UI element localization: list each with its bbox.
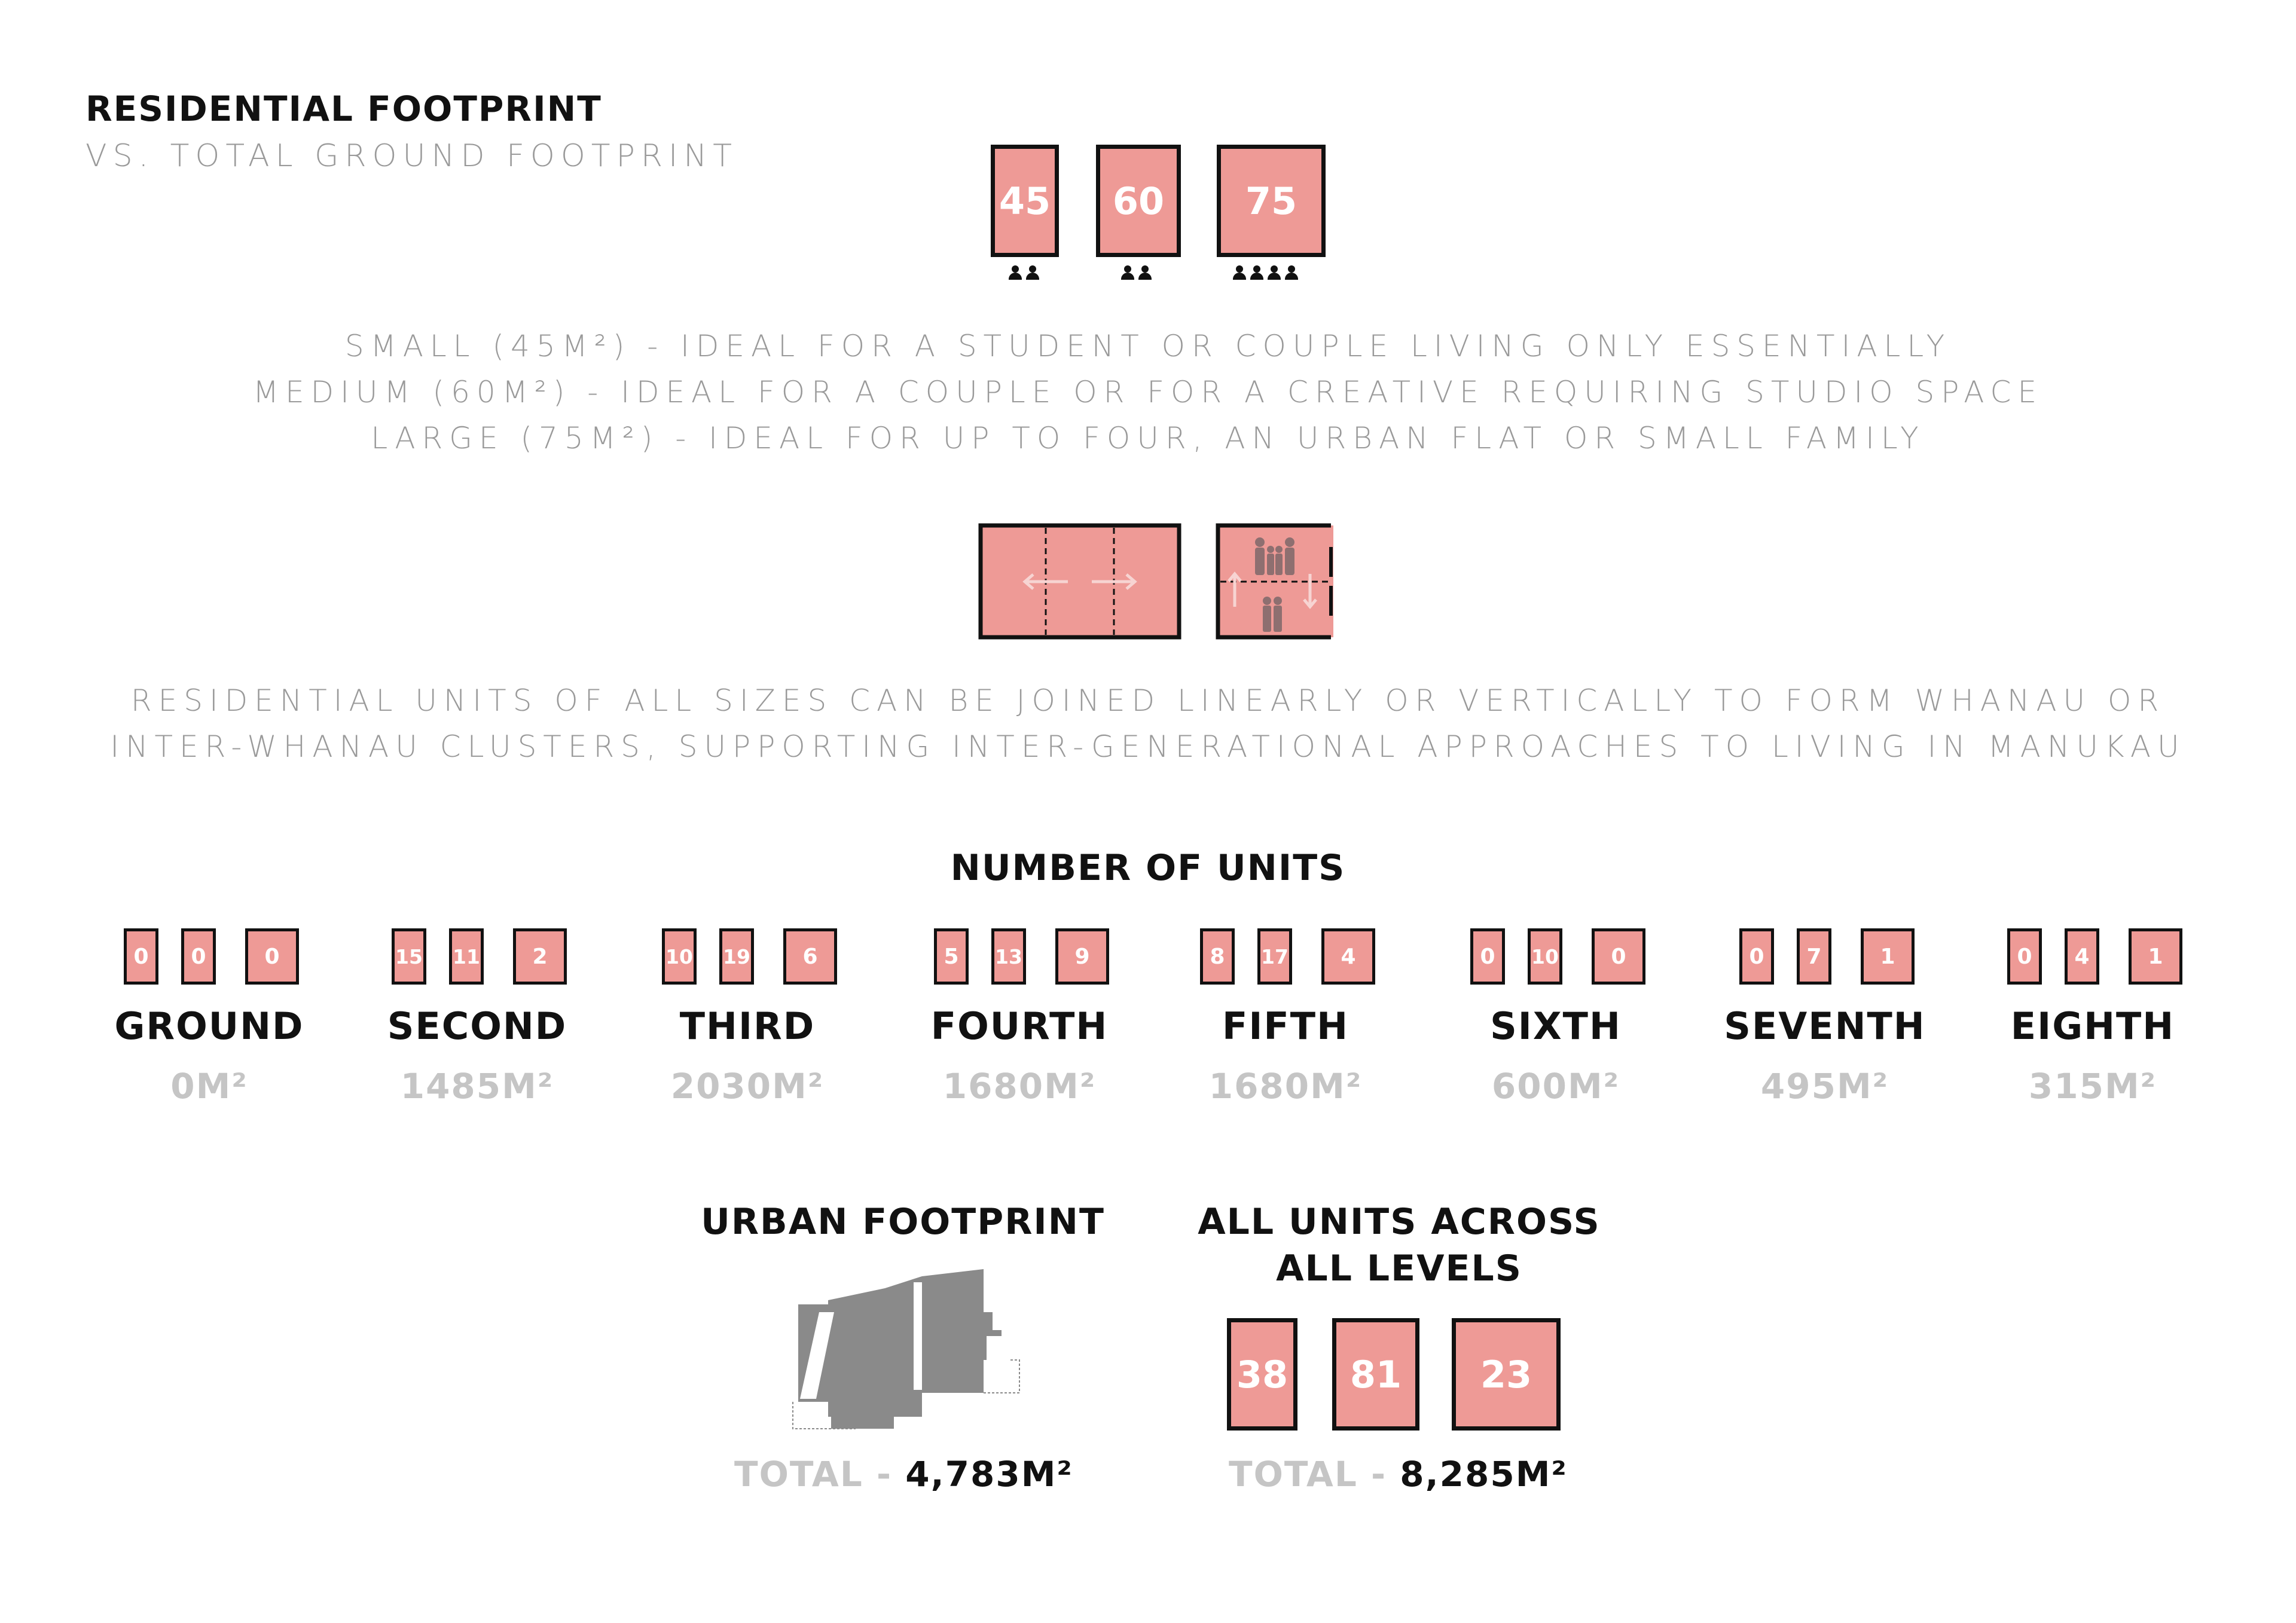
level-unit-count: 0 [181, 928, 216, 985]
urban-total-label: TOTAL - [734, 1454, 906, 1494]
level-unit-count: 10 [1528, 928, 1562, 985]
page-title: RESIDENTIAL FOOTPRINT [86, 88, 602, 129]
unit-type-large: 75 [1217, 145, 1326, 257]
all-units-medium: 81 [1332, 1318, 1419, 1431]
urban-total-value: 4,783M² [905, 1454, 1073, 1494]
all-units-large: 23 [1452, 1318, 1561, 1431]
level-unit-count: 4 [1321, 928, 1375, 985]
level-unit-count: 2 [513, 928, 567, 985]
urban-footprint-title: URBAN FOOTPRINT [701, 1201, 1105, 1243]
urban-total: TOTAL - 4,783M² [734, 1454, 1073, 1494]
level-area: 2030M² [670, 1066, 825, 1107]
level-area: 495M² [1760, 1066, 1889, 1107]
level-unit-count: 6 [783, 928, 837, 985]
level-area: 1485M² [400, 1066, 554, 1107]
all-units-title-line-1: ALL UNITS ACROSS [1198, 1201, 1601, 1243]
level-name: GROUND [114, 1004, 304, 1048]
level-unit-count: 0 [1739, 928, 1774, 985]
all-units-small: 38 [1227, 1318, 1297, 1431]
all-units-title-line-2: ALL LEVELS [1276, 1248, 1522, 1289]
all-units-total-value: 8,285M² [1400, 1454, 1568, 1494]
units-section-title: NUMBER OF UNITS [950, 847, 1346, 889]
level-unit-count: 1 [1861, 928, 1915, 985]
level-unit-count: 1 [2129, 928, 2182, 985]
level-unit-count: 9 [1055, 928, 1109, 985]
unit-type-small: 45 [991, 145, 1059, 257]
level-unit-count: 11 [449, 928, 484, 985]
level-name: SIXTH [1490, 1004, 1622, 1048]
level-unit-count: 0 [245, 928, 299, 985]
level-area: 315M² [2028, 1066, 2157, 1107]
unit-type-medium: 60 [1096, 145, 1181, 257]
level-unit-count: 0 [2007, 928, 2042, 985]
level-unit-count: 13 [991, 928, 1026, 985]
occupants-medium-icon [1121, 265, 1152, 280]
level-area: 1680M² [1208, 1066, 1363, 1107]
cluster-text-line-1: RESIDENTIAL UNITS OF ALL SIZES CAN BE JO… [130, 683, 2166, 718]
linear-cluster-diagram [978, 523, 1181, 640]
level-name: SEVENTH [1724, 1004, 1926, 1048]
description-small: SMALL (45M²) - IDEAL FOR A STUDENT OR CO… [344, 329, 1952, 363]
level-unit-count: 5 [934, 928, 969, 985]
page-subtitle: VS. TOTAL GROUND FOOTPRINT [86, 138, 738, 174]
level-name: FOURTH [930, 1004, 1109, 1048]
level-unit-count: 4 [2065, 928, 2099, 985]
description-medium: MEDIUM (60M²) - IDEAL FOR A COUPLE OR FO… [252, 375, 2044, 409]
level-name: SECOND [387, 1004, 567, 1048]
level-unit-count: 0 [124, 928, 158, 985]
level-unit-count: 15 [392, 928, 426, 985]
level-unit-count: 10 [662, 928, 697, 985]
cluster-text-line-2: INTER-WHANAU CLUSTERS, SUPPORTING INTER-… [110, 729, 2186, 764]
level-name: THIRD [679, 1004, 816, 1048]
level-area: 600M² [1491, 1066, 1620, 1107]
level-unit-count: 19 [719, 928, 754, 985]
occupants-small-icon [1009, 265, 1039, 280]
level-unit-count: 0 [1592, 928, 1645, 985]
level-name: FIFTH [1222, 1004, 1349, 1048]
level-unit-count: 8 [1200, 928, 1235, 985]
level-area: 0M² [170, 1066, 248, 1107]
level-unit-count: 7 [1797, 928, 1831, 985]
all-units-total: TOTAL - 8,285M² [1229, 1454, 1568, 1494]
all-units-total-label: TOTAL - [1229, 1454, 1400, 1494]
urban-footprint-map [771, 1269, 1020, 1429]
level-name: EIGHTH [2010, 1004, 2175, 1048]
level-area: 1680M² [942, 1066, 1097, 1107]
description-large: LARGE (75M²) - IDEAL FOR UP TO FOUR, AN … [371, 421, 1925, 456]
vertical-cluster-diagram [1216, 523, 1333, 640]
occupants-large-icon [1233, 265, 1298, 280]
level-unit-count: 0 [1470, 928, 1505, 985]
level-unit-count: 17 [1257, 928, 1292, 985]
all-units-title: ALL UNITS ACROSS ALL LEVELS [1160, 1199, 1638, 1292]
